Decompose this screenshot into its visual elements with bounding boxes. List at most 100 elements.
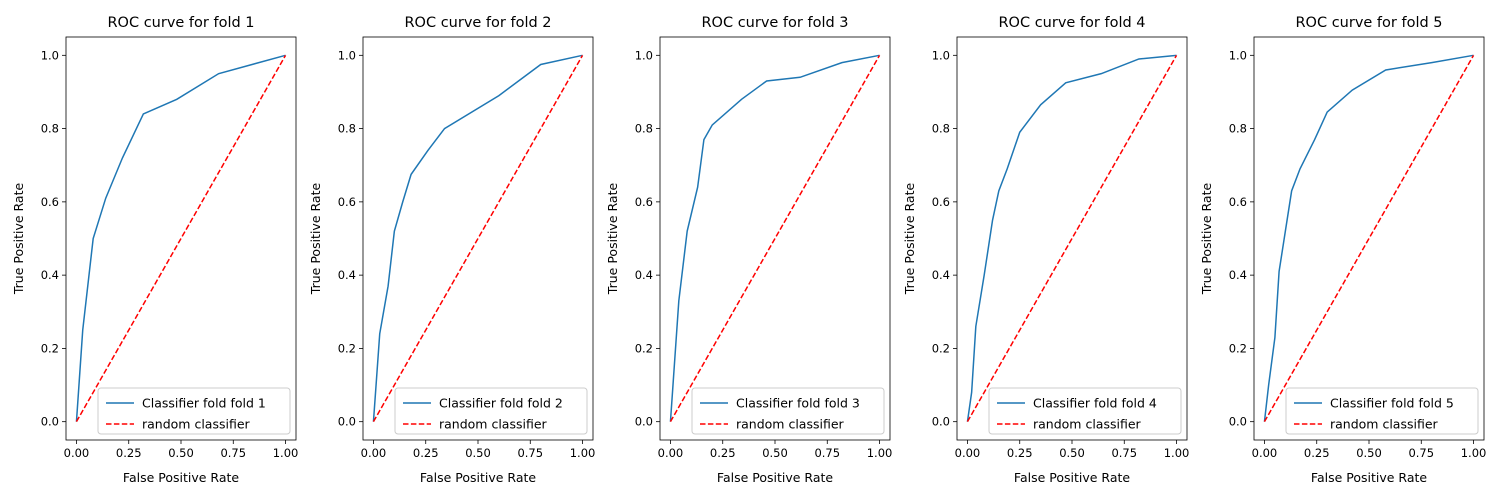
plot-lines <box>372 54 584 423</box>
y-tick-label: 0.8 <box>932 122 950 136</box>
x-tick-label: 1.00 <box>1461 446 1487 460</box>
y-tick-label: 0.0 <box>1229 415 1247 429</box>
legend: Classifier fold fold 2 random classifier <box>394 387 588 435</box>
plot-lines <box>1263 54 1475 423</box>
random-classifier-line <box>966 54 1178 423</box>
x-tick-label: 0.50 <box>762 446 788 460</box>
y-axis-label: True Positive Rate <box>11 183 26 296</box>
y-tick-label: 0.6 <box>41 195 59 209</box>
y-tick-label: 0.0 <box>635 415 653 429</box>
x-tick-label: 0.00 <box>955 446 981 460</box>
classifier-roc-line <box>669 54 880 422</box>
x-tick-label: 0.00 <box>1252 446 1278 460</box>
x-tick-label: 0.50 <box>168 446 194 460</box>
y-tick-label: 0.4 <box>1229 268 1247 282</box>
legend-entry-label: random classifier <box>439 417 548 432</box>
random-classifier-line <box>75 54 287 423</box>
legend-box <box>691 387 885 435</box>
chart-panel-5: ROC curve for fold 50.00 0.25 0.50 0.75 1.00… <box>1199 15 1486 485</box>
chart-title: ROC curve for fold 3 <box>701 15 848 31</box>
plot-lines <box>75 54 287 423</box>
classifier-roc-line <box>966 54 1177 422</box>
x-tick-label: 0.50 <box>1356 446 1382 460</box>
legend-box <box>97 387 291 435</box>
chart-title: ROC curve for fold 4 <box>998 15 1145 31</box>
y-tick-label: 0.4 <box>338 268 356 282</box>
x-tick-label: 0.75 <box>517 446 543 460</box>
legend-entry-label: Classifier fold fold 1 <box>142 396 266 411</box>
y-tick-label: 0.8 <box>635 122 653 136</box>
y-axis-label: True Positive Rate <box>605 183 620 296</box>
y-tick-label: 0.4 <box>41 268 59 282</box>
y-tick-label: 0.6 <box>635 195 653 209</box>
y-tick-label: 0.0 <box>932 415 950 429</box>
y-tick-label: 1.0 <box>635 48 653 62</box>
y-tick-label: 1.0 <box>1229 48 1247 62</box>
x-axis-label: False Positive Rate <box>717 470 833 485</box>
classifier-roc-line <box>372 54 583 422</box>
x-axis-label: False Positive Rate <box>420 470 536 485</box>
x-tick-label: 0.75 <box>814 446 840 460</box>
legend-box <box>1285 387 1479 435</box>
y-tick-label: 0.8 <box>41 122 59 136</box>
y-tick-label: 0.4 <box>635 268 653 282</box>
legend: Classifier fold fold 1 random classifier <box>97 387 291 435</box>
y-tick-label: 0.6 <box>1229 195 1247 209</box>
legend-entry-label: Classifier fold fold 5 <box>1330 396 1454 411</box>
legend-entry-label: Classifier fold fold 2 <box>439 396 563 411</box>
y-tick-label: 1.0 <box>338 48 356 62</box>
y-axis-label: True Positive Rate <box>902 183 917 296</box>
x-tick-label: 1.00 <box>273 446 299 460</box>
y-axis-label: True Positive Rate <box>308 183 323 296</box>
legend-entry-label: random classifier <box>1033 417 1142 432</box>
x-tick-label: 1.00 <box>867 446 893 460</box>
legend-box <box>394 387 588 435</box>
x-tick-label: 0.00 <box>658 446 684 460</box>
x-axis-label: False Positive Rate <box>1311 470 1427 485</box>
x-axis-label: False Positive Rate <box>1014 470 1130 485</box>
y-tick-label: 0.2 <box>338 341 356 355</box>
chart-panel-2: ROC curve for fold 20.00 0.25 0.50 0.75 1.00… <box>308 15 595 485</box>
legend-entry-label: Classifier fold fold 4 <box>1033 396 1157 411</box>
y-tick-label: 0.8 <box>1229 122 1247 136</box>
legend: Classifier fold fold 3 random classifier <box>691 387 885 435</box>
y-tick-label: 0.2 <box>932 341 950 355</box>
y-tick-label: 1.0 <box>932 48 950 62</box>
random-classifier-line <box>372 54 584 423</box>
chart-panel-3: ROC curve for fold 30.00 0.25 0.50 0.75 1.00… <box>605 15 892 485</box>
x-tick-label: 0.25 <box>710 446 736 460</box>
y-tick-label: 0.0 <box>338 415 356 429</box>
legend-box <box>988 387 1182 435</box>
x-tick-label: 1.00 <box>570 446 596 460</box>
legend-entry-label: random classifier <box>142 417 251 432</box>
legend-entry-label: Classifier fold fold 3 <box>736 396 860 411</box>
y-tick-label: 0.2 <box>1229 341 1247 355</box>
x-tick-label: 0.25 <box>116 446 142 460</box>
y-tick-label: 0.4 <box>932 268 950 282</box>
y-tick-label: 0.0 <box>41 415 59 429</box>
random-classifier-line <box>1263 54 1475 423</box>
x-axis-label: False Positive Rate <box>123 470 239 485</box>
y-tick-label: 0.2 <box>635 341 653 355</box>
plot-lines <box>669 54 881 423</box>
chart-title: ROC curve for fold 1 <box>107 15 254 31</box>
x-tick-label: 0.50 <box>465 446 491 460</box>
chart-title: ROC curve for fold 2 <box>404 15 551 31</box>
y-tick-label: 0.6 <box>338 195 356 209</box>
plot-lines <box>966 54 1178 423</box>
y-tick-label: 0.2 <box>41 341 59 355</box>
x-tick-label: 0.00 <box>64 446 90 460</box>
x-tick-label: 0.75 <box>1111 446 1137 460</box>
x-tick-label: 0.25 <box>413 446 439 460</box>
y-tick-label: 0.6 <box>932 195 950 209</box>
y-axis-label: True Positive Rate <box>1199 183 1214 296</box>
x-tick-label: 0.75 <box>1408 446 1434 460</box>
x-tick-label: 0.50 <box>1059 446 1085 460</box>
chart-title: ROC curve for fold 5 <box>1295 15 1442 31</box>
x-tick-label: 0.25 <box>1304 446 1330 460</box>
legend: Classifier fold fold 4 random classifier <box>988 387 1182 435</box>
chart-panel-4: ROC curve for fold 40.00 0.25 0.50 0.75 1.00… <box>902 15 1189 485</box>
y-tick-label: 1.0 <box>41 48 59 62</box>
x-tick-label: 1.00 <box>1164 446 1190 460</box>
